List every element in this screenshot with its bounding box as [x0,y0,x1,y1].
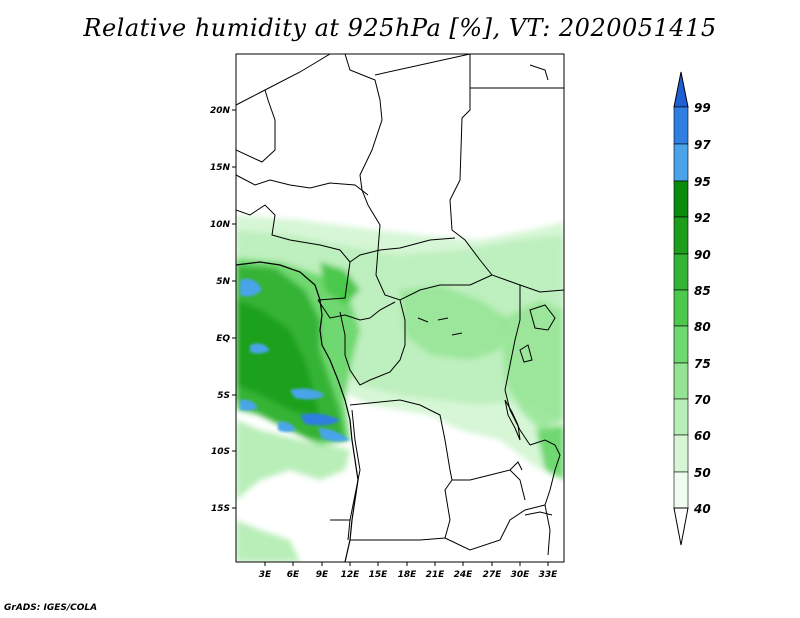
lat-label: 10S [211,447,230,457]
lon-label: 24E [454,570,474,580]
humidity-field [236,215,564,562]
colorbar-segment [673,216,689,255]
colorbar-segments [673,71,689,546]
colorbar-level-label: 85 [694,284,711,298]
colorbar-level-label: 80 [694,320,711,334]
colorbar-segment [673,398,689,436]
colorbar-level-label: 97 [694,138,711,152]
colorbar-segment [673,325,689,364]
grads-credit: GrADS: IGES/COLA [4,603,98,613]
colorbar-level-label: 70 [694,393,711,407]
country-borders [236,54,564,562]
colorbar-segment [673,434,689,473]
colorbar-segment [673,106,689,145]
lon-label: 3E [259,570,272,580]
latitude-axis: 20N 15N 10N 5N EQ 5S 10S 15S [210,106,236,514]
lon-label: 30E [511,570,531,580]
lon-label: 18E [398,570,418,580]
lat-label: 15N [210,163,231,173]
map-title: Relative humidity at 925hPa [%], VT: 202… [83,14,717,42]
colorbar-level-label: 95 [694,175,711,189]
lat-label: EQ [216,334,230,344]
lon-label: 33E [539,570,559,580]
colorbar-level-label: 99 [694,101,711,115]
lat-label: 10N [210,220,231,230]
colorbar-level-label: 92 [694,211,711,225]
colorbar-segment [673,180,689,218]
lon-label: 9E [316,570,329,580]
longitude-axis: 3E 6E 9E 12E 15E 18E 21E 24E 27E 30E 33E [259,562,558,580]
colorbar-top-arrow [673,71,689,108]
colorbar-segment [673,362,689,400]
colorbar-labels: 99 97 95 92 90 85 80 75 70 60 50 40 [693,101,711,516]
colorbar-level-label: 60 [694,429,711,443]
lon-label: 15E [369,570,389,580]
colorbar-level-label: 90 [694,248,711,262]
colorbar-bottom-arrow [673,507,689,546]
lat-label: 5S [217,391,230,401]
colorbar-segment [673,471,689,509]
lat-label: 5N [216,277,230,287]
lon-label: 12E [341,570,361,580]
lat-label: 15S [211,504,230,514]
colorbar-segment [673,289,689,327]
colorbar-level-label: 50 [694,466,711,480]
map-frame [235,53,565,563]
colorbar-level-label: 75 [694,357,711,371]
lon-label: 21E [426,570,446,580]
colorbar-segment [673,143,689,182]
lat-label: 20N [210,106,231,116]
colorbar: 99 97 95 92 90 85 80 75 70 60 50 40 [673,71,711,546]
colorbar-level-label: 40 [693,502,711,516]
lon-label: 27E [483,570,503,580]
lon-label: 6E [287,570,300,580]
colorbar-segment [673,253,689,291]
